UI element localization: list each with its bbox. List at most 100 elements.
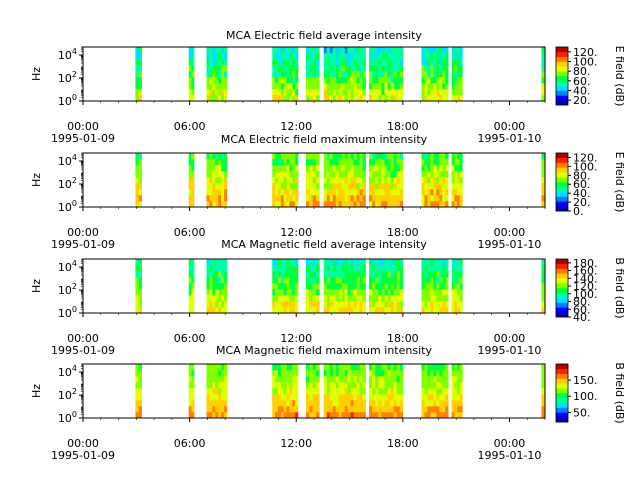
heatmap-cell <box>359 177 363 184</box>
heatmap-cell <box>188 283 192 290</box>
heatmap-cell <box>292 370 296 377</box>
heatmap-cell <box>356 165 360 172</box>
heatmap-cell <box>390 65 394 72</box>
heatmap-cell <box>442 307 446 314</box>
heatmap-cell <box>138 165 142 172</box>
heatmap-cell <box>275 364 279 371</box>
heatmap-cell <box>215 59 219 66</box>
heatmap-cell <box>541 89 545 96</box>
heatmap-cell <box>191 83 195 90</box>
heatmap-cell <box>289 201 293 208</box>
heatmap-cell <box>427 171 431 178</box>
heatmap-cell <box>188 65 192 72</box>
y-axis-label: Hz <box>30 67 43 81</box>
heatmap-cell <box>384 406 388 413</box>
heatmap-cell <box>326 201 331 208</box>
heatmap-cell <box>362 289 366 296</box>
heatmap-cell <box>451 89 455 96</box>
heatmap-cell <box>459 189 463 196</box>
heatmap-cell <box>427 259 431 266</box>
heatmap-cell <box>188 177 192 184</box>
heatmap-cell <box>315 301 320 308</box>
heatmap-cell <box>390 171 394 178</box>
heatmap-cell <box>338 301 342 308</box>
heatmap-cell <box>341 177 345 184</box>
heatmap-cell <box>135 89 139 96</box>
heatmap-cell <box>338 89 342 96</box>
heatmap-cell <box>206 307 210 314</box>
heatmap-cell <box>338 165 342 172</box>
heatmap-cell <box>347 59 351 66</box>
heatmap-cell <box>344 77 348 84</box>
heatmap-cell <box>212 382 216 389</box>
heatmap-cell <box>390 370 394 377</box>
heatmap-cell <box>356 201 360 208</box>
heatmap-cell <box>275 47 279 54</box>
heatmap-cell <box>427 183 431 190</box>
heatmap-cell <box>393 159 398 166</box>
heatmap-cell <box>350 171 354 178</box>
heatmap-cell <box>341 283 345 290</box>
heatmap-cell <box>135 165 139 172</box>
heatmap-cell <box>323 412 328 419</box>
heatmap-cell <box>341 394 345 401</box>
heatmap-cell <box>362 277 366 284</box>
heatmap-cell <box>135 265 139 272</box>
heatmap-cell <box>372 77 376 84</box>
heatmap-cell <box>312 376 317 383</box>
heatmap-cell <box>372 259 376 266</box>
heatmap-cell <box>433 65 437 72</box>
heatmap-cell <box>221 83 225 90</box>
heatmap-cell <box>436 77 440 84</box>
heatmap-cell <box>323 171 328 178</box>
heatmap-cell <box>215 171 219 178</box>
heatmap-cell <box>188 83 192 90</box>
heatmap-cell <box>362 153 366 160</box>
heatmap-cell <box>427 295 431 302</box>
heatmap-cell <box>387 59 391 66</box>
heatmap-cell <box>212 47 216 54</box>
heatmap-cell <box>427 412 431 419</box>
heatmap-cell <box>445 201 449 208</box>
heatmap-cell <box>272 412 276 419</box>
heatmap-cell <box>424 265 428 272</box>
heatmap-cell <box>372 265 376 272</box>
heatmap-cell <box>451 183 455 190</box>
heatmap-cell <box>421 388 425 395</box>
heatmap-cell <box>353 95 357 102</box>
heatmap-cell <box>341 71 345 78</box>
heatmap-cell <box>332 382 337 389</box>
heatmap-cell <box>338 295 342 302</box>
heatmap-cell <box>191 165 195 172</box>
heatmap-cell <box>369 183 373 190</box>
heatmap-cell <box>280 388 284 395</box>
heatmap-cell <box>188 277 192 284</box>
heatmap-cell <box>277 364 282 371</box>
heatmap-cell <box>353 159 357 166</box>
heatmap-cell <box>188 259 192 266</box>
heatmap-cell <box>430 71 434 78</box>
heatmap-cell <box>323 382 328 389</box>
heatmap-cell <box>433 271 437 278</box>
heatmap-cell <box>312 65 317 72</box>
heatmap-cell <box>191 364 195 371</box>
heatmap-cell <box>442 89 446 96</box>
heatmap-cell <box>421 195 425 202</box>
heatmap-cell <box>430 65 434 72</box>
heatmap-cell <box>277 400 282 407</box>
heatmap-cell <box>359 159 363 166</box>
heatmap-cell <box>286 83 290 90</box>
heatmap-cell <box>218 271 222 278</box>
heatmap-cell <box>188 364 192 371</box>
heatmap-cell <box>451 95 455 102</box>
heatmap-cell <box>390 412 394 419</box>
heatmap-cell <box>399 165 404 172</box>
heatmap-cell <box>359 307 363 314</box>
heatmap-cell <box>399 271 404 278</box>
heatmap-cell <box>292 195 296 202</box>
heatmap-cell <box>335 47 339 54</box>
heatmap-cell <box>347 165 351 172</box>
heatmap-cell <box>289 47 293 54</box>
heatmap-cell <box>436 195 440 202</box>
heatmap-cell <box>329 412 334 419</box>
